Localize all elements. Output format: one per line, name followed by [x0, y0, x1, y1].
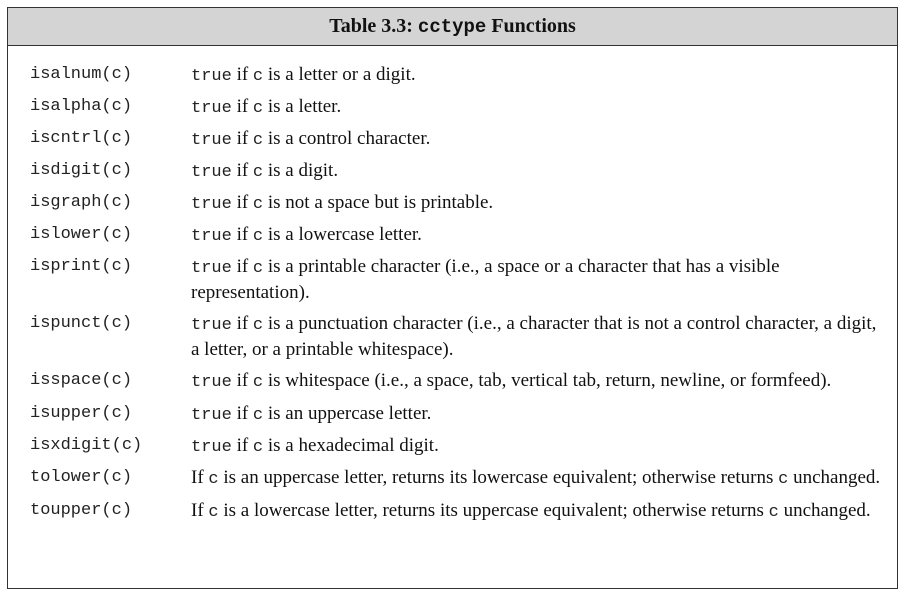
text-fragment: if [231, 256, 253, 277]
text-fragment: if [231, 370, 253, 391]
function-name: islower(c) [30, 225, 133, 244]
text-fragment: unchanged. [778, 500, 871, 521]
text-fragment: if [231, 403, 253, 424]
table-row: isalnum(c) true if c is a letter or a dig… [8, 63, 897, 89]
table-row: ispunct(c) true if c is a punctuation cha… [8, 312, 897, 362]
table-row: islower(c) true if c is a lowercase lette… [8, 223, 897, 249]
function-description: true if c is an uppercase letter. [191, 402, 897, 428]
table-row: isspace(c) true if c is whitespace (i.e.,… [8, 369, 897, 395]
table-row: isgraph(c) true if c is not a space but i… [8, 191, 897, 217]
function-description: true if c is a digit. [191, 159, 897, 185]
text-fragment: if [231, 160, 253, 181]
table-caption: Table 3.3: cctype Functions [8, 8, 897, 46]
code-fragment: true [191, 259, 232, 278]
code-fragment: c [252, 316, 264, 335]
text-fragment: is whitespace (i.e., a space, tab, verti… [263, 370, 832, 391]
text-fragment: is an uppercase letter, returns its lowe… [218, 467, 779, 488]
text-fragment: if [231, 128, 253, 149]
code-fragment: true [191, 406, 232, 425]
code-fragment: true [191, 373, 232, 392]
code-fragment: c [252, 227, 264, 246]
code-fragment: true [191, 163, 232, 182]
text-fragment: if [231, 435, 253, 456]
code-fragment: true [191, 438, 232, 457]
function-description: true if c is a letter. [191, 95, 897, 121]
code-fragment: c [252, 163, 264, 182]
caption-code: cctype [417, 15, 487, 38]
text-fragment: if [231, 313, 253, 334]
caption-prefix: Table 3.3: [329, 15, 418, 37]
text-fragment: unchanged. [788, 467, 881, 488]
text-fragment: is not a space but is printable. [263, 192, 494, 213]
code-fragment: c [208, 503, 219, 522]
code-fragment: c [252, 406, 264, 425]
table-row: isxdigit(c) true if c is a hexadecimal di… [8, 434, 897, 460]
text-fragment: is a lowercase letter, returns its upper… [218, 500, 769, 521]
function-name: tolower(c) [30, 468, 133, 487]
code-fragment: c [252, 373, 264, 392]
function-name: isalnum(c) [30, 65, 133, 84]
code-fragment: c [252, 131, 264, 150]
text-fragment: if [231, 64, 253, 85]
function-name: ispunct(c) [30, 314, 133, 333]
text-fragment: if [231, 192, 253, 213]
function-name: isxdigit(c) [30, 436, 143, 455]
function-description: If c is an uppercase letter, returns its… [191, 466, 897, 492]
function-name: isdigit(c) [30, 161, 133, 180]
function-description: true if c is not a space but is printabl… [191, 191, 897, 217]
function-name: isalpha(c) [30, 97, 133, 116]
code-fragment: true [191, 195, 232, 214]
function-name: iscntrl(c) [30, 129, 133, 148]
code-fragment: true [191, 131, 232, 150]
text-fragment: is a control character. [263, 128, 431, 149]
table-row: isupper(c) true if c is an uppercase lett… [8, 402, 897, 428]
function-description: true if c is a printable character (i.e.… [191, 255, 897, 305]
function-name: isgraph(c) [30, 193, 133, 212]
code-fragment: c [252, 99, 264, 118]
text-fragment: is a punctuation character (i.e., a char… [191, 313, 882, 360]
function-description: true if c is a punctuation character (i.… [191, 312, 897, 362]
function-description: true if c is a control character. [191, 127, 897, 153]
text-fragment: is a printable character (i.e., a space … [191, 256, 785, 303]
code-fragment: true [191, 99, 232, 118]
code-fragment: c [252, 438, 264, 457]
table-row: isdigit(c) true if c is a digit. [8, 159, 897, 185]
function-name: isupper(c) [30, 404, 133, 423]
text-fragment: is a digit. [263, 160, 339, 181]
text-fragment: If [191, 500, 209, 521]
text-fragment: is an uppercase letter. [263, 403, 432, 424]
function-description: true if c is a lowercase letter. [191, 223, 897, 249]
code-fragment: c [768, 503, 779, 522]
text-fragment: is a lowercase letter. [263, 224, 422, 245]
table-row: iscntrl(c) true if c is a control charact… [8, 127, 897, 153]
text-fragment: is a hexadecimal digit. [263, 435, 439, 456]
code-fragment: c [252, 195, 264, 214]
code-fragment: c [252, 259, 264, 278]
function-description: If c is a lowercase letter, returns its … [191, 499, 897, 525]
table-row: toupper(c) If c is a lowercase letter, re… [8, 499, 897, 525]
code-fragment: c [252, 67, 264, 86]
code-fragment: c [208, 470, 219, 489]
table-body: isalnum(c) true if c is a letter or a dig… [8, 63, 897, 525]
code-fragment: true [191, 227, 232, 246]
table-row: isalpha(c) true if c is a letter. [8, 95, 897, 121]
text-fragment: is a letter or a digit. [263, 64, 416, 85]
caption-suffix: Functions [486, 15, 576, 37]
code-fragment: true [191, 67, 232, 86]
text-fragment: If [191, 467, 209, 488]
function-name: isprint(c) [30, 257, 133, 276]
table-row: tolower(c) If c is an uppercase letter, r… [8, 466, 897, 492]
function-description: true if c is a letter or a digit. [191, 63, 897, 89]
function-name: isspace(c) [30, 371, 133, 390]
text-fragment: is a letter. [263, 96, 342, 117]
table-row: isprint(c) true if c is a printable chara… [8, 255, 897, 305]
text-fragment: if [231, 224, 253, 245]
function-name: toupper(c) [30, 501, 133, 520]
function-description: true if c is whitespace (i.e., a space, … [191, 369, 897, 395]
cctype-functions-table: Table 3.3: cctype Functions isalnum(c) tr… [7, 7, 898, 589]
function-description: true if c is a hexadecimal digit. [191, 434, 897, 460]
code-fragment: c [778, 470, 789, 489]
text-fragment: if [231, 96, 253, 117]
code-fragment: true [191, 316, 232, 335]
